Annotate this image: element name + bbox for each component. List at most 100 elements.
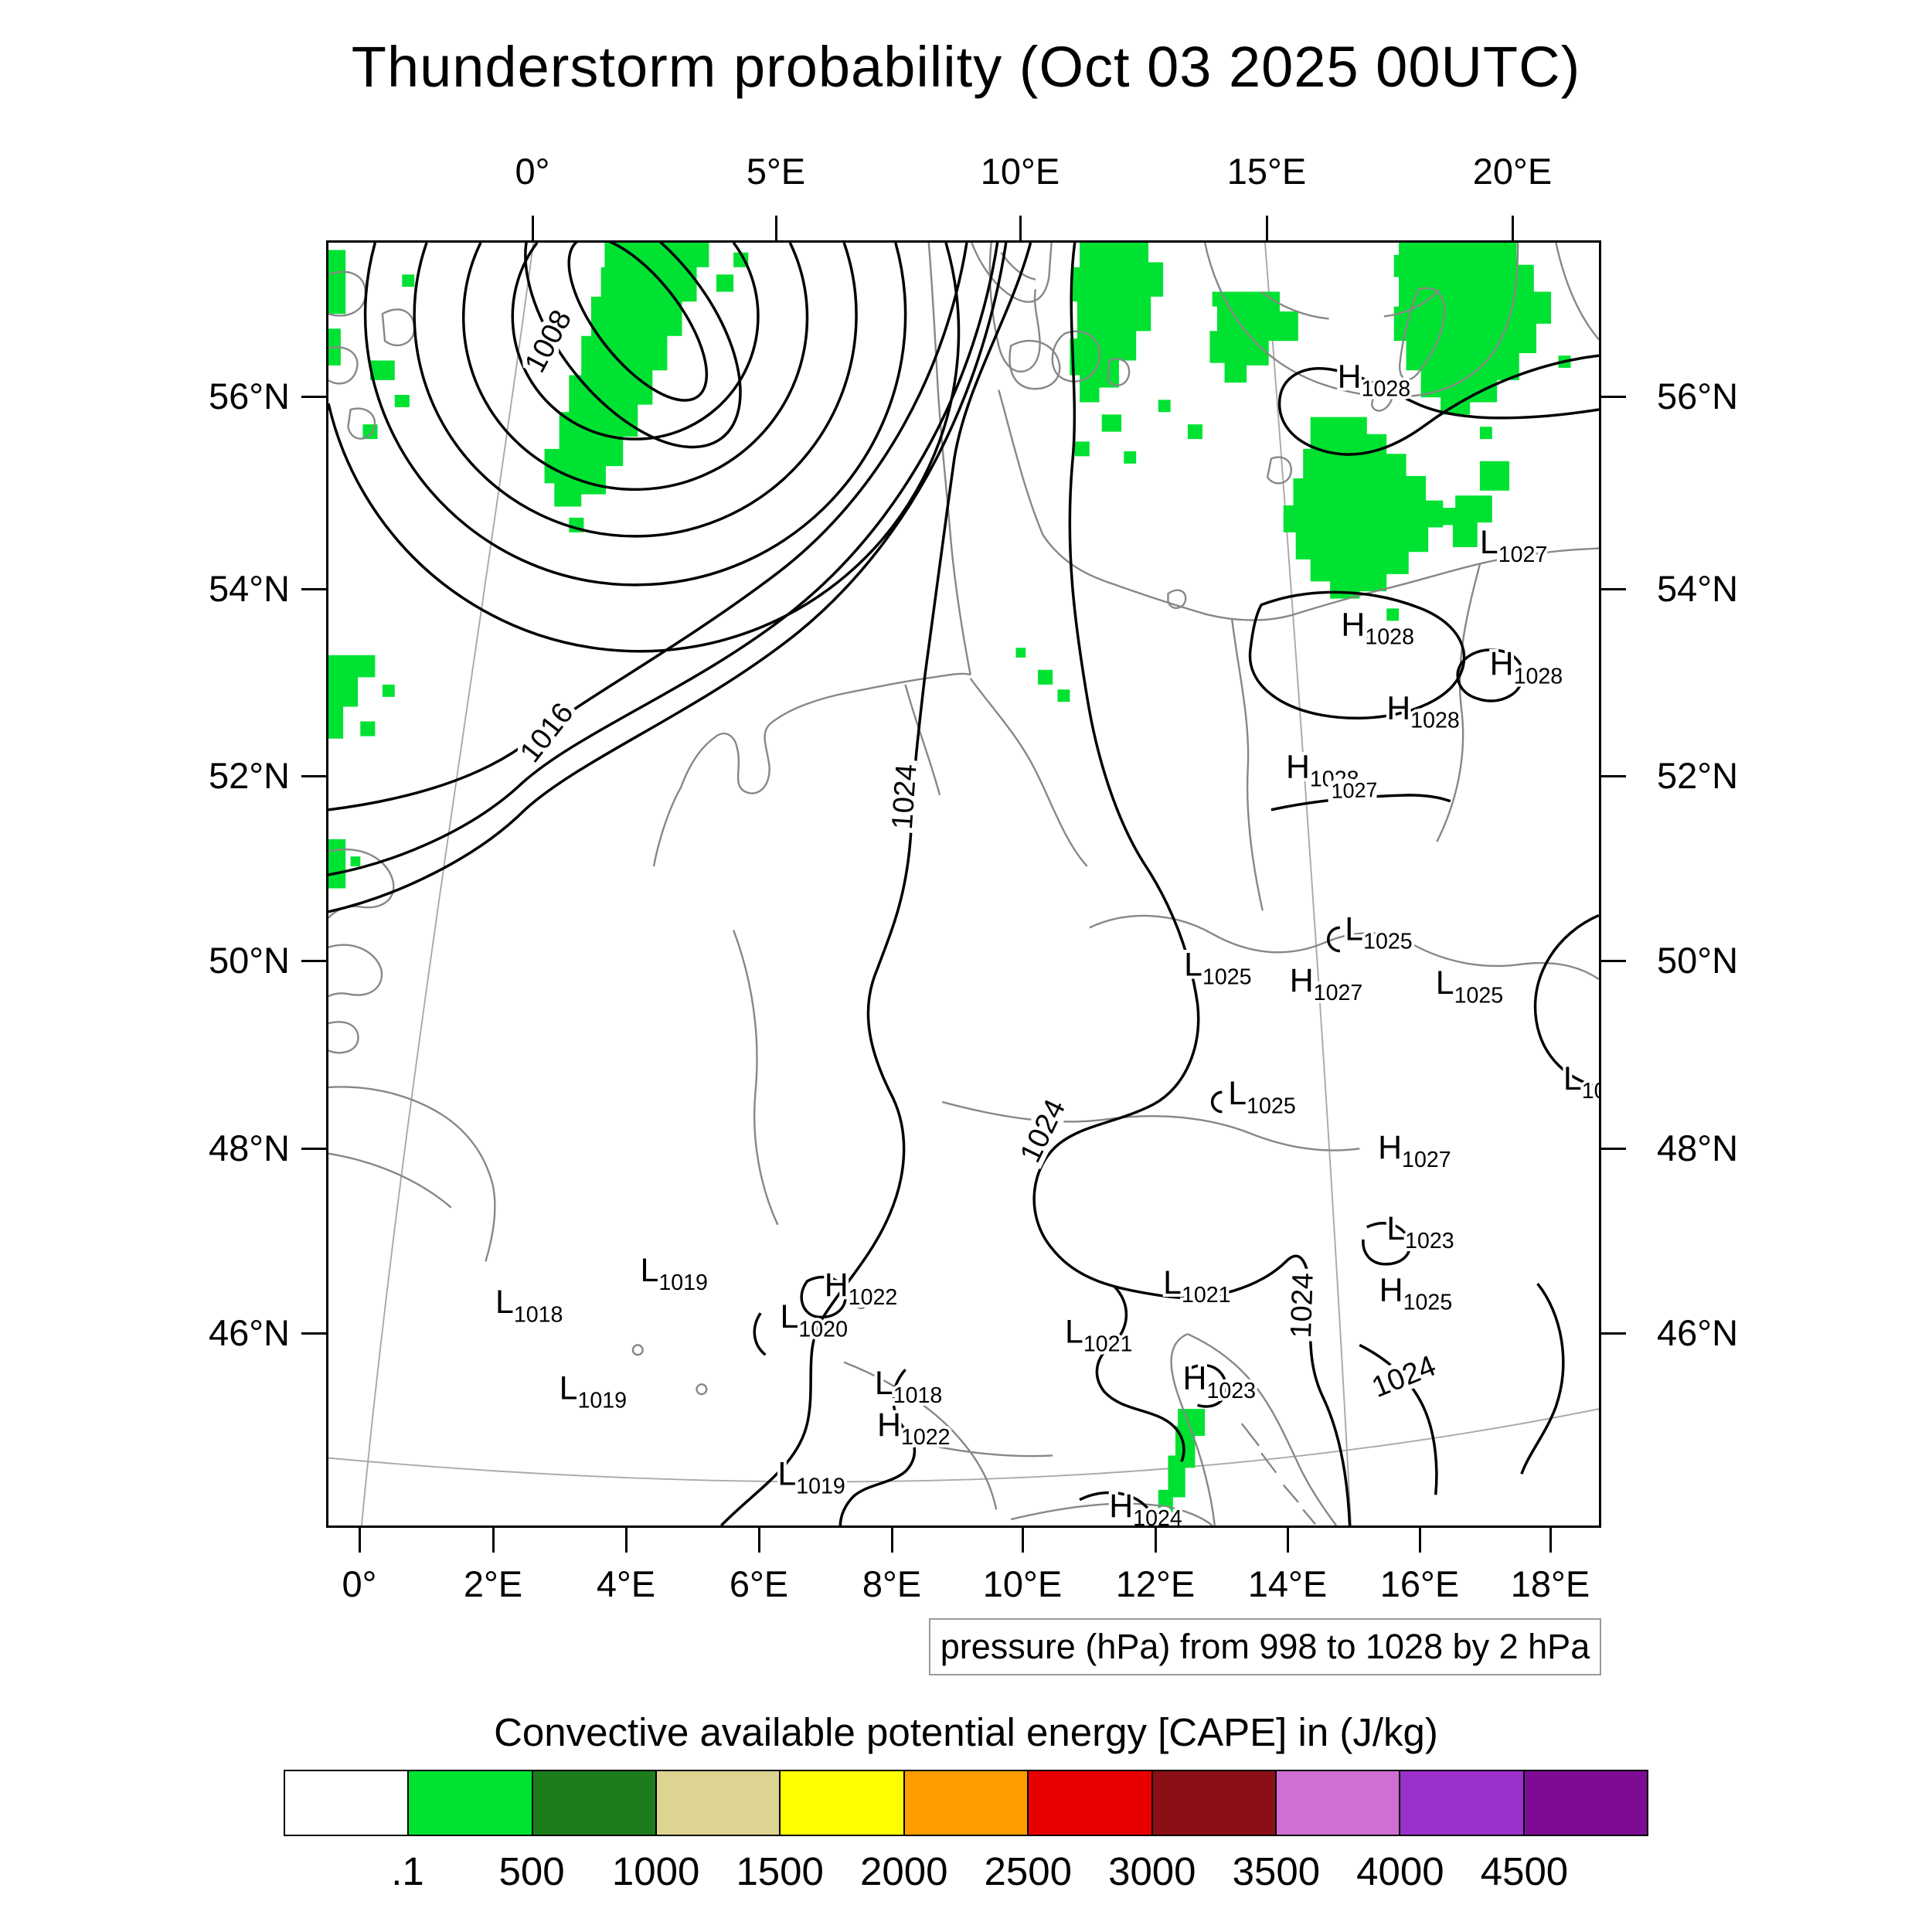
cape-patch — [544, 243, 709, 507]
bottom-axis-tickmark — [1022, 1528, 1024, 1553]
bottom-axis-tick-label: 10°E — [982, 1563, 1063, 1604]
pressure-center-h: H1025 — [1379, 1271, 1453, 1315]
colorbar-segment — [655, 1771, 780, 1835]
cape-patch — [1074, 400, 1202, 464]
bottom-axis-tickmark — [1155, 1528, 1157, 1553]
bottom-axis-tick-label: 0° — [342, 1563, 377, 1604]
isobar-contour — [461, 243, 809, 491]
isobar-contour — [1520, 1282, 1565, 1475]
graticule-line — [360, 243, 535, 1526]
cape-patch — [328, 655, 395, 739]
bottom-axis-tick-label: 6°E — [729, 1563, 789, 1604]
colorbar-tick-label: 4500 — [1480, 1849, 1569, 1893]
pressure-center-l: L1021 — [1163, 1264, 1230, 1308]
colorbar-segment — [779, 1771, 903, 1835]
weather-map: H1028 L1027 H1028 H1028 H1028 H1028 L1025 L1025… — [328, 243, 1599, 1526]
coast-path — [998, 389, 1599, 621]
left-axis-tick-label: 56°N — [208, 376, 290, 417]
colorbar-labels: .1 500 1000 1500 2000 2500 3000 3500 4000 4500 — [284, 1849, 1648, 1898]
isobar-contour — [1248, 590, 1466, 720]
coast-path — [927, 243, 971, 675]
right-axis-tick-label: 54°N — [1657, 568, 1739, 609]
coast-path — [1260, 288, 1440, 320]
isobar-contour — [1362, 1222, 1411, 1266]
pressure-center-h: H1027 — [1378, 1129, 1451, 1172]
colorbar-segment — [285, 1771, 408, 1835]
pressure-center-l: L1025 — [1228, 1075, 1295, 1118]
coast-path — [971, 243, 1053, 303]
coast-path — [328, 346, 359, 385]
colorbar-segment — [1151, 1771, 1275, 1835]
coast-path — [843, 1361, 998, 1510]
isobar-contour — [1277, 354, 1599, 456]
isobar-contour — [511, 243, 760, 440]
top-axis-tickmark — [532, 216, 534, 240]
pressure-center-h: H1028 — [1286, 749, 1359, 792]
bottom-axis-tickmark — [492, 1528, 495, 1553]
bottom-axis-tickmark — [359, 1528, 361, 1553]
coast-path — [988, 243, 1041, 372]
left-axis-tick-label: 50°N — [208, 940, 290, 981]
isobar-contour — [1187, 1363, 1228, 1408]
left-axis-tick-label: 52°N — [208, 755, 290, 796]
pressure-center-l: L1018 — [495, 1284, 563, 1327]
pressure-center-l: L1020 — [781, 1298, 848, 1342]
bottom-axis-tick-label: 4°E — [596, 1563, 656, 1604]
chart-title: Thunderstorm probability (Oct 03 2025 00… — [351, 35, 1581, 99]
top-axis-tick-label: 10°E — [980, 151, 1060, 192]
pressure-center-h: H1022 — [877, 1406, 951, 1450]
coast-path — [905, 1438, 1053, 1458]
isobar-contour — [363, 243, 907, 587]
bottom-axis-tickmark — [1287, 1528, 1289, 1553]
coastline-layer — [328, 243, 1599, 1526]
colorbar-tick-label: 2500 — [984, 1849, 1072, 1893]
left-axis-tickmark — [301, 588, 326, 590]
colorbar-tick-label: 3500 — [1232, 1849, 1321, 1893]
coast-path — [1187, 1333, 1338, 1526]
cape-patch — [1070, 243, 1164, 403]
isobar-label: 1027 — [1331, 778, 1378, 803]
coast-path — [1170, 1333, 1216, 1526]
left-axis-tickmark — [301, 1148, 326, 1150]
left-axis-tick-label: 54°N — [208, 568, 290, 609]
pressure-note: pressure (hPa) from 998 to 1028 by 2 hPa — [929, 1618, 1601, 1675]
isobar-contour — [1210, 1090, 1223, 1114]
pressure-center-l: L1019 — [640, 1252, 707, 1295]
top-axis-tickmark — [775, 216, 777, 240]
pressure-center-h: H1027 — [1290, 962, 1363, 1005]
graticule-line — [1264, 243, 1352, 1526]
isobar-contour — [1533, 913, 1599, 1089]
bottom-axis-tickmark — [891, 1528, 893, 1553]
coast-path — [1107, 358, 1131, 386]
top-axis-tickmark — [1266, 216, 1268, 240]
coast-path — [733, 930, 779, 1226]
pressure-center-l: L1025 — [1345, 910, 1412, 954]
isobar-label: 1024 — [1013, 1094, 1072, 1168]
coast-path — [1089, 914, 1414, 954]
coast-path — [328, 1086, 496, 1262]
isobar-contour — [800, 1275, 847, 1319]
coast-path — [969, 678, 1088, 867]
coast-path — [347, 407, 376, 440]
pressure-center-h: H1028 — [1341, 606, 1414, 649]
isobar-label: 1016 — [513, 696, 580, 768]
isobar-contour — [838, 1369, 917, 1526]
coast-path — [328, 1152, 452, 1209]
isobar-contour — [1095, 1285, 1185, 1463]
pressure-center-l: L1025 — [1184, 946, 1251, 989]
bottom-axis-tickmark — [625, 1528, 628, 1553]
coast-path — [1370, 383, 1394, 412]
pressure-center-l: L1023 — [1386, 1210, 1454, 1253]
bottom-axis-tickmark — [758, 1528, 760, 1553]
cape-patch — [1393, 243, 1552, 415]
colorbar-tick-label: 2000 — [859, 1849, 948, 1893]
colorbar-segment — [1522, 1771, 1647, 1835]
cape-patch — [1440, 461, 1510, 547]
colorbar-segment — [1399, 1771, 1523, 1835]
map-frame: H1028 L1027 H1028 H1028 H1028 H1028 L1025 L1025… — [326, 240, 1601, 1528]
top-axis-tickmark — [1512, 216, 1514, 240]
pressure-center-h: H1022 — [825, 1267, 898, 1310]
pressure-center-h: H1028 — [1338, 358, 1411, 401]
isobar-contour — [1270, 794, 1451, 811]
